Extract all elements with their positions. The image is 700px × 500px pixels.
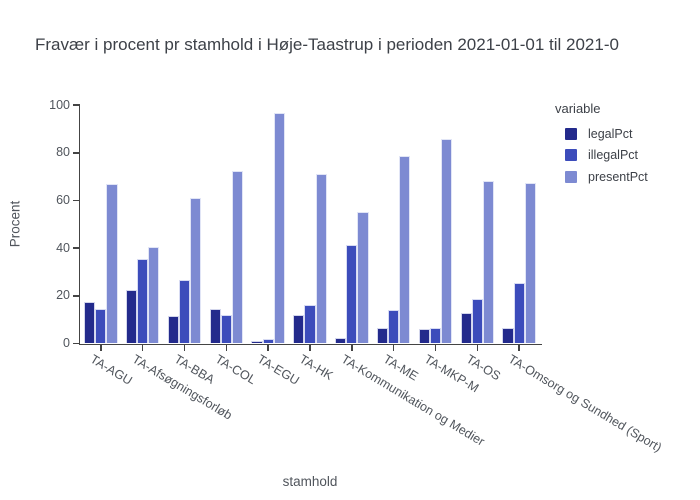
x-axis-line — [78, 343, 542, 345]
bar-presentPct[interactable] — [273, 113, 285, 344]
bar-illegalPct[interactable] — [388, 310, 400, 344]
y-tick-label: 40 — [56, 240, 70, 255]
y-tick-label: 60 — [56, 192, 70, 207]
bar-legalPct[interactable] — [335, 337, 347, 344]
y-tick-label: 20 — [56, 288, 70, 303]
y-tick-mark — [73, 342, 79, 345]
bar-legalPct[interactable] — [167, 316, 179, 344]
bar-presentPct[interactable] — [231, 170, 244, 344]
x-tick-label: TA-EGU — [254, 352, 302, 388]
bar-legalPct[interactable] — [84, 301, 96, 344]
x-tick-mark — [225, 345, 228, 351]
y-tick-mark — [73, 104, 79, 106]
legend-items: legalPct illegalPct presentPct — [553, 123, 648, 188]
bar-illegalPct[interactable] — [137, 258, 149, 344]
x-axis-title: stamhold — [282, 474, 338, 489]
bar-legalPct[interactable] — [125, 289, 138, 344]
y-tick-mark — [73, 247, 79, 249]
bar-illegalPct[interactable] — [346, 244, 358, 344]
x-tick-mark — [434, 345, 437, 351]
bar-legalPct[interactable] — [293, 314, 305, 344]
legend-item-illegalPct[interactable]: illegalPct — [553, 145, 648, 167]
bar-legalPct[interactable] — [209, 308, 221, 344]
legend-label: legalPct — [588, 126, 633, 141]
y-axis-line — [79, 104, 81, 344]
x-tick-label: TA-AGU — [87, 352, 135, 388]
legend-label: presentPct — [588, 169, 648, 184]
legend-swatch — [565, 149, 577, 162]
x-tick-mark — [392, 345, 395, 351]
legend-swatch — [565, 170, 577, 183]
legend-title: variable — [555, 101, 601, 116]
legend-label: illegalPct — [588, 148, 639, 163]
y-tick-label: 100 — [49, 97, 70, 112]
y-tick-mark — [73, 152, 79, 154]
bar-presentPct[interactable] — [315, 174, 327, 344]
x-tick-label: TA-Omsorg og Sundhed (Sport) — [505, 352, 665, 455]
x-tick-mark — [142, 345, 144, 351]
y-tick-mark — [73, 295, 79, 297]
bar-presentPct[interactable] — [482, 181, 494, 344]
bar-presentPct[interactable] — [148, 246, 160, 344]
bar-illegalPct[interactable] — [262, 338, 274, 344]
bar-legalPct[interactable] — [376, 328, 389, 344]
legend-swatch — [565, 127, 577, 140]
x-tick-mark — [476, 345, 478, 351]
bar-presentPct[interactable] — [399, 156, 411, 344]
x-tick-mark — [267, 345, 269, 351]
x-tick-mark — [100, 345, 102, 351]
bar-presentPct[interactable] — [357, 212, 369, 344]
bar-presentPct[interactable] — [524, 182, 536, 344]
y-axis-title: Procent — [7, 200, 23, 248]
bar-presentPct[interactable] — [441, 138, 453, 344]
bar-legalPct[interactable] — [251, 341, 263, 344]
legend-item-presentPct[interactable]: presentPct — [553, 166, 648, 188]
bar-presentPct[interactable] — [106, 183, 118, 344]
chart-title: Fravær i procent pr stamhold i Høje-Taas… — [35, 35, 619, 54]
bar-legalPct[interactable] — [502, 328, 514, 344]
bar-illegalPct[interactable] — [429, 328, 442, 344]
bar-illegalPct[interactable] — [95, 308, 107, 344]
bar-legalPct[interactable] — [460, 312, 472, 344]
y-tick-mark — [73, 199, 79, 202]
x-tick-mark — [351, 345, 353, 351]
bar-illegalPct[interactable] — [471, 299, 483, 344]
x-tick-mark — [518, 345, 520, 351]
x-tick-label: TA-COL — [213, 352, 259, 388]
legend-item-legalPct[interactable]: legalPct — [553, 123, 648, 145]
bar-illegalPct[interactable] — [304, 305, 316, 344]
bar-illegalPct[interactable] — [220, 314, 232, 344]
x-tick-mark — [309, 345, 311, 351]
y-tick-label: 80 — [56, 145, 70, 160]
legend: variable legalPct illegalPct presentPct — [553, 101, 648, 188]
x-tick-label: TA-HK — [296, 352, 336, 383]
y-tick-label: 0 — [63, 336, 70, 350]
x-tick-mark — [183, 345, 186, 351]
bar-illegalPct[interactable] — [513, 282, 525, 344]
bar-legalPct[interactable] — [418, 329, 430, 344]
bar-illegalPct[interactable] — [178, 280, 191, 344]
bar-presentPct[interactable] — [190, 198, 202, 344]
